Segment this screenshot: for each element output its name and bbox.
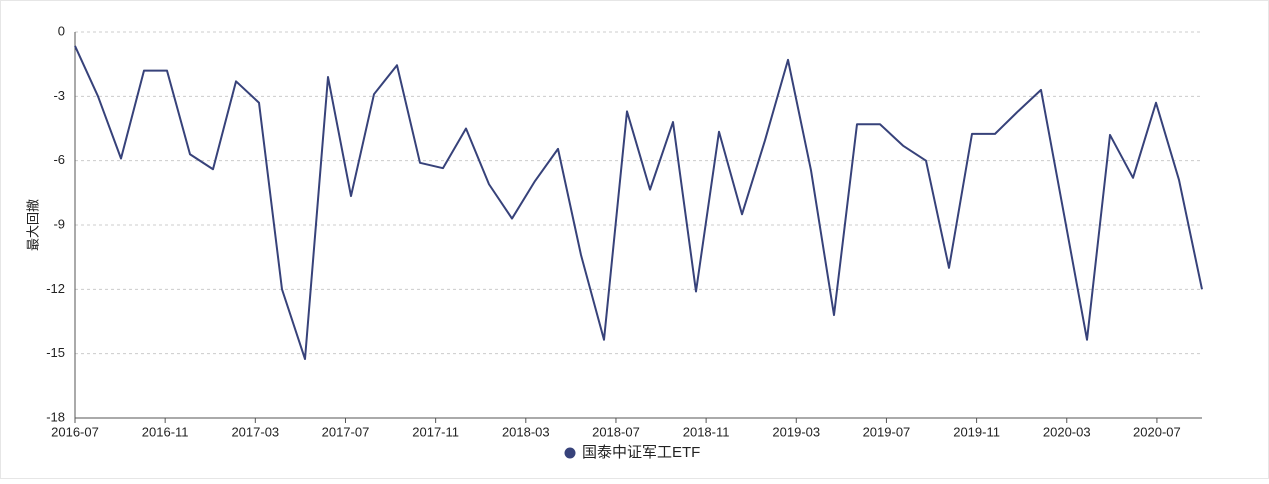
y-tick-label: 0	[58, 23, 65, 38]
x-tick-label: 2017-11	[412, 424, 459, 439]
x-tick-label: 2016-07	[51, 424, 99, 439]
legend-marker	[564, 447, 576, 459]
x-tick-label: 2018-03	[502, 424, 550, 439]
x-tick-label: 2016-11	[142, 424, 189, 439]
x-tick-label: 2020-03	[1043, 424, 1091, 439]
x-tick-label: 2017-07	[322, 424, 370, 439]
x-tick-label: 2020-07	[1133, 424, 1181, 439]
y-tick-label: -18	[46, 409, 65, 424]
y-tick-label: -3	[53, 88, 65, 103]
x-tick-label: 2018-11	[683, 424, 730, 439]
y-tick-label: -12	[46, 281, 65, 296]
y-tick-label: -15	[46, 345, 65, 360]
line	[74, 45, 1203, 361]
y-axis-label: 最大回撤	[25, 199, 40, 251]
x-tick-label: 2019-11	[953, 424, 1000, 439]
x-tick-label: 2017-03	[231, 424, 279, 439]
x-tick-label: 2019-07	[863, 424, 911, 439]
y-tick-label: -6	[53, 152, 65, 167]
x-tick-label: 2018-07	[592, 424, 640, 439]
legend-label: 国泰中证军工ETF	[582, 444, 700, 461]
x-tick-label: 2019-03	[772, 424, 820, 439]
y-tick-label: -9	[53, 216, 65, 231]
